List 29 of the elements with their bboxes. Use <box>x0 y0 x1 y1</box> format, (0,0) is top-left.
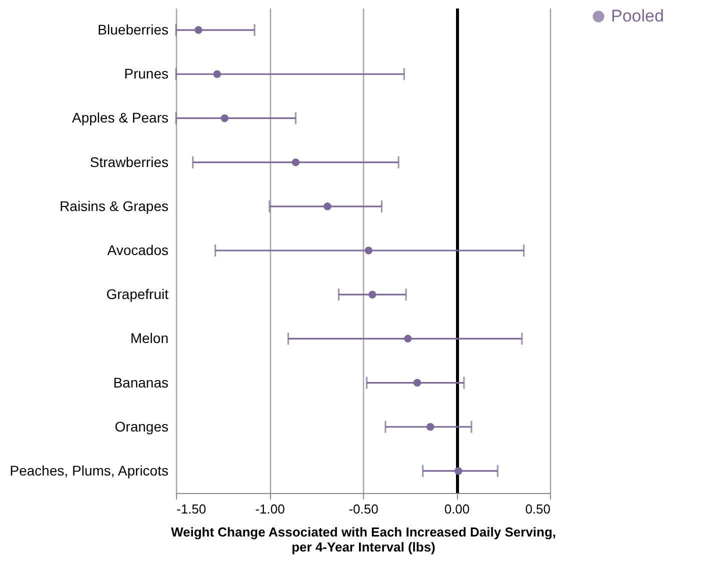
x-tick-label: -1.00 <box>255 502 285 516</box>
point <box>368 290 376 298</box>
point <box>213 70 222 78</box>
y-tick-label: Avocados <box>107 242 168 258</box>
point <box>454 467 462 475</box>
point <box>413 378 422 387</box>
point <box>324 202 332 210</box>
point <box>426 423 434 431</box>
y-tick-label: Grapefruit <box>106 286 169 302</box>
x-tick-label: 0.50 <box>525 502 550 516</box>
y-tick-label: Apples & Pears <box>72 110 168 126</box>
point <box>404 334 412 343</box>
point <box>364 246 372 254</box>
y-tick-label: Melon <box>130 330 168 346</box>
point <box>220 114 228 122</box>
x-tick-label: -0.50 <box>348 502 378 516</box>
y-tick-label: Blueberries <box>98 22 168 38</box>
y-tick-label: Oranges <box>114 418 168 434</box>
y-tick-label: Strawberries <box>90 154 168 170</box>
legend-label: Pooled <box>611 6 664 26</box>
x-tick-label: -1.50 <box>176 502 206 516</box>
y-tick-label: Prunes <box>124 66 168 82</box>
point <box>292 158 300 166</box>
y-tick-label: Bananas <box>113 374 168 390</box>
x-tick-label: 0.00 <box>444 502 470 516</box>
y-tick-label: Raisins & Grapes <box>60 198 168 214</box>
y-tick-label: Peaches, Plums, Apricots <box>10 462 168 478</box>
point <box>194 26 202 34</box>
x-axis-title: Weight Change Associated with Each Increased Daily Serving, per 4-Year Interval (lbs) <box>170 524 556 554</box>
